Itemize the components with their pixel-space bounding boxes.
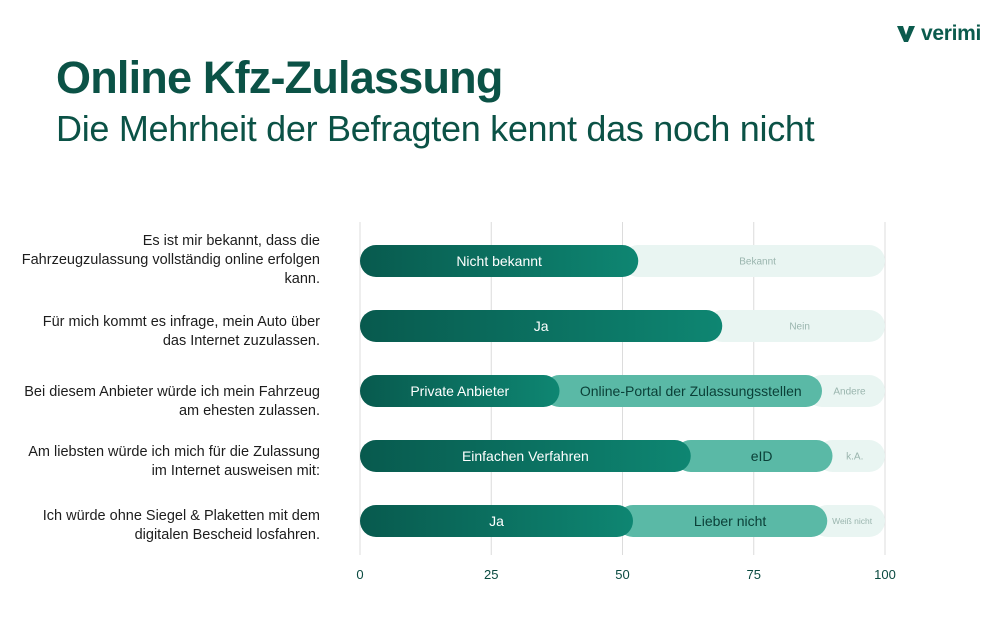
bar-segment: [674, 440, 833, 472]
segment-label: eID: [751, 448, 773, 464]
x-tick-label: 50: [615, 567, 629, 582]
segment-label: Nein: [789, 322, 810, 333]
bar-segment: [806, 375, 885, 407]
segment-label: Online-Portal der Zulassungsstellen: [580, 383, 802, 399]
bar-segment: [543, 375, 822, 407]
page-subtitle: Die Mehrheit der Befragten kennt das noc…: [56, 108, 815, 149]
x-tick-label: 0: [356, 567, 363, 582]
bar-segment: [360, 375, 560, 407]
segment-label: Weiß nicht: [832, 516, 873, 526]
segment-label: Private Anbieter: [410, 383, 509, 399]
question-label: Bei diesem Anbieter würde ich mein Fahrz…: [24, 384, 320, 419]
bar-segment: [360, 310, 723, 342]
bar-segment: [360, 245, 639, 277]
segment-label: Bekannt: [739, 257, 776, 268]
segment-label: Andere: [833, 387, 866, 398]
bar-segment: [617, 505, 828, 537]
question-label: Ich würde ohne Siegel & Plaketten mit de…: [42, 508, 320, 543]
bar-segment: [811, 505, 885, 537]
bar-segment: [360, 440, 691, 472]
page-title: Online Kfz-Zulassung: [56, 52, 503, 103]
segment-label: Ja: [489, 513, 504, 529]
bar-segment: [816, 440, 885, 472]
verimi-mark-icon: [897, 26, 915, 42]
bar-segment: [360, 505, 633, 537]
question-label: Es ist mir bekannt, dass die Fahrzeugzul…: [21, 233, 320, 287]
x-tick-label: 75: [747, 567, 761, 582]
x-tick-label: 25: [484, 567, 498, 582]
segment-label: Einfachen Verfahren: [462, 448, 589, 464]
bar-segment: [706, 310, 885, 342]
brand-name: verimi: [921, 22, 982, 45]
question-label: Am liebsten würde ich mich für die Zulas…: [28, 444, 320, 479]
bar-segment: [622, 245, 885, 277]
segment-label: Ja: [534, 318, 549, 334]
segment-label: Nicht bekannt: [456, 253, 542, 269]
segment-label: Lieber nicht: [694, 513, 766, 529]
x-tick-label: 100: [874, 567, 896, 582]
segment-label: k.A.: [846, 452, 863, 463]
verimi-logo: verimi: [896, 22, 981, 46]
question-label: Für mich kommt es infrage, mein Auto übe…: [42, 314, 320, 349]
